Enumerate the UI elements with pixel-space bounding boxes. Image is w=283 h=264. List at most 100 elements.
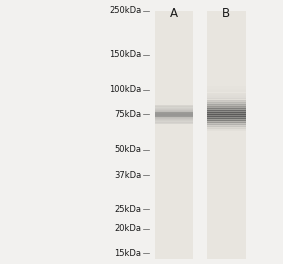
- Text: 150kDa: 150kDa: [109, 50, 142, 59]
- Bar: [207, 97, 246, 98]
- Text: 15kDa: 15kDa: [115, 249, 142, 258]
- Bar: [207, 94, 246, 95]
- Bar: [207, 122, 246, 123]
- Bar: [155, 115, 193, 116]
- Bar: [207, 85, 246, 86]
- Bar: [207, 126, 246, 127]
- Text: 25kDa: 25kDa: [115, 205, 142, 214]
- Bar: [155, 105, 193, 106]
- Bar: [155, 110, 193, 111]
- Bar: [207, 123, 246, 124]
- Bar: [207, 110, 246, 111]
- Bar: [207, 123, 246, 124]
- Bar: [207, 102, 246, 103]
- Bar: [207, 104, 246, 105]
- Bar: [155, 114, 193, 115]
- Text: A: A: [170, 7, 178, 20]
- Bar: [207, 127, 246, 128]
- Bar: [207, 87, 246, 88]
- Bar: [207, 125, 246, 126]
- Bar: [155, 105, 193, 106]
- Bar: [155, 114, 193, 115]
- Text: 100kDa: 100kDa: [109, 85, 142, 94]
- Text: 37kDa: 37kDa: [114, 171, 142, 180]
- Bar: [155, 119, 193, 120]
- Bar: [207, 104, 246, 105]
- Bar: [207, 126, 246, 127]
- Text: B: B: [222, 7, 230, 20]
- Bar: [155, 11, 193, 259]
- Bar: [155, 107, 193, 108]
- Bar: [207, 90, 246, 91]
- Bar: [207, 117, 246, 118]
- Bar: [207, 108, 246, 109]
- Bar: [155, 108, 193, 109]
- Bar: [155, 122, 193, 123]
- Bar: [155, 121, 193, 122]
- Bar: [207, 103, 246, 104]
- Bar: [207, 89, 246, 90]
- Bar: [207, 130, 246, 131]
- Bar: [207, 107, 246, 108]
- Bar: [207, 103, 246, 104]
- Bar: [155, 117, 193, 118]
- Bar: [207, 93, 246, 94]
- Bar: [207, 118, 246, 119]
- Bar: [207, 86, 246, 87]
- Bar: [207, 124, 246, 125]
- Bar: [207, 107, 246, 108]
- Bar: [207, 99, 246, 100]
- Bar: [207, 124, 246, 125]
- Text: 20kDa: 20kDa: [115, 224, 142, 233]
- Bar: [207, 102, 246, 103]
- Bar: [207, 120, 246, 121]
- Bar: [155, 112, 193, 113]
- Bar: [207, 119, 246, 120]
- Bar: [155, 118, 193, 119]
- Bar: [155, 123, 193, 124]
- Bar: [207, 128, 246, 129]
- Bar: [207, 127, 246, 128]
- Bar: [207, 102, 246, 103]
- Bar: [207, 116, 246, 117]
- Bar: [207, 100, 246, 101]
- Bar: [155, 116, 193, 117]
- Bar: [207, 113, 246, 114]
- Bar: [207, 106, 246, 107]
- Text: 250kDa: 250kDa: [109, 6, 142, 15]
- Bar: [155, 118, 193, 119]
- Bar: [207, 101, 246, 102]
- Bar: [155, 112, 193, 113]
- Bar: [207, 112, 246, 113]
- Bar: [207, 109, 246, 110]
- Bar: [207, 128, 246, 129]
- Bar: [207, 95, 246, 96]
- Bar: [155, 113, 193, 114]
- Bar: [207, 103, 246, 104]
- Bar: [207, 108, 246, 109]
- Bar: [207, 129, 246, 130]
- Bar: [207, 113, 246, 114]
- Bar: [207, 91, 246, 92]
- Bar: [155, 121, 193, 122]
- Bar: [155, 109, 193, 110]
- Bar: [207, 115, 246, 116]
- Bar: [207, 111, 246, 112]
- Bar: [155, 106, 193, 107]
- Text: 75kDa: 75kDa: [114, 110, 142, 119]
- Bar: [207, 121, 246, 122]
- Bar: [155, 111, 193, 112]
- Bar: [207, 116, 246, 117]
- Bar: [155, 115, 193, 116]
- Bar: [207, 99, 246, 100]
- Bar: [207, 117, 246, 118]
- Bar: [207, 114, 246, 115]
- Bar: [207, 114, 246, 115]
- Bar: [155, 120, 193, 121]
- Bar: [155, 108, 193, 109]
- Bar: [155, 122, 193, 123]
- Bar: [207, 112, 246, 113]
- Text: 50kDa: 50kDa: [115, 145, 142, 154]
- Bar: [207, 106, 246, 107]
- Bar: [207, 107, 246, 108]
